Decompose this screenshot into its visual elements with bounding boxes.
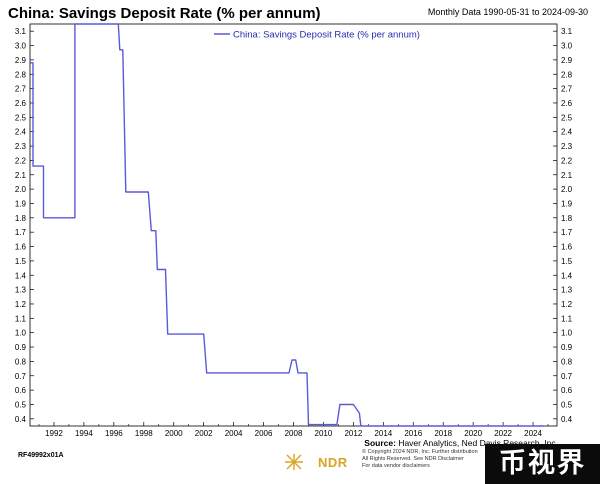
x-tick-label: 2014 (374, 429, 392, 438)
copyright-notice: © Copyright 2024 NDR, Inc. Further distr… (362, 449, 492, 470)
y-tick-label: 0.9 (15, 343, 27, 352)
y-tick-label: 1.1 (15, 314, 27, 323)
ndr-logo-icon (285, 454, 303, 470)
y-tick-label: 1.0 (561, 329, 573, 338)
y-tick-label: 1.4 (561, 271, 573, 280)
y-tick-label: 2.2 (561, 156, 573, 165)
x-tick-label: 1998 (135, 429, 153, 438)
y-tick-label: 1.7 (15, 228, 27, 237)
x-tick-label: 2024 (524, 429, 542, 438)
y-tick-label: 1.3 (561, 286, 573, 295)
y-tick-label: 1.6 (561, 243, 573, 252)
x-tick-label: 2006 (255, 429, 273, 438)
chart-code: RF49992x01A (18, 452, 64, 459)
x-tick-label: 1994 (75, 429, 93, 438)
y-axis-left: 3.1 3.0 2.9 2.8 2.7 2.6 2.5 2.4 2.3 2.2 2.1 2.0 1.9 1… (15, 27, 34, 424)
y-tick-label: 2.7 (15, 85, 27, 94)
y-tick-label: 1.2 (561, 300, 573, 309)
y-tick-label: 3.0 (15, 42, 27, 51)
x-tick-label: 2012 (344, 429, 362, 438)
x-tick-label: 1996 (105, 429, 123, 438)
y-tick-label: 0.4 (561, 415, 573, 424)
date-range-label: Monthly Data 1990-05-31 to 2024-09-30 (427, 7, 588, 17)
y-tick-label: 1.8 (561, 214, 573, 223)
y-tick-label: 0.5 (561, 400, 573, 409)
plot-frame (29, 23, 558, 427)
copyright-line: For data vendor disclaimers (362, 463, 430, 469)
y-tick-label: 1.4 (15, 271, 27, 280)
x-tick-label: 2008 (285, 429, 303, 438)
y-tick-label: 2.7 (561, 85, 573, 94)
y-tick-label: 0.7 (15, 372, 27, 381)
source-label: Source: (364, 438, 396, 448)
x-tick-label: 1992 (45, 429, 63, 438)
y-tick-label: 0.6 (561, 386, 573, 395)
y-tick-label: 2.6 (561, 99, 573, 108)
y-tick-label: 2.9 (15, 56, 27, 65)
y-tick-label: 1.9 (561, 199, 573, 208)
y-tick-label: 2.8 (561, 70, 573, 79)
x-tick-label: 2002 (195, 429, 213, 438)
x-tick-label: 2010 (315, 429, 333, 438)
logo-text: NDR (318, 455, 348, 470)
y-tick-label: 3.0 (561, 42, 573, 51)
y-tick-label: 1.7 (561, 228, 573, 237)
y-tick-label: 1.5 (15, 257, 27, 266)
y-tick-label: 2.1 (15, 171, 27, 180)
x-tick-label: 2022 (494, 429, 512, 438)
y-tick-label: 2.5 (15, 113, 27, 122)
y-tick-label: 1.3 (15, 286, 27, 295)
series-line (30, 23, 545, 427)
y-tick-label: 2.8 (15, 70, 27, 79)
x-axis: 1992 1994 1996 1998 2000 2002 2004 2006 2008 2010… (38, 422, 549, 438)
y-tick-label: 0.7 (561, 372, 573, 381)
y-tick-label: 2.3 (561, 142, 573, 151)
y-tick-label: 0.4 (15, 415, 27, 424)
y-tick-label: 3.1 (561, 27, 573, 36)
y-tick-label: 2.4 (15, 128, 27, 137)
source-note: Source: Haver Analytics, Ned Davis Resea… (364, 438, 558, 448)
y-tick-label: 0.9 (561, 343, 573, 352)
y-tick-label: 1.1 (561, 314, 573, 323)
y-tick-label: 2.0 (15, 185, 27, 194)
x-tick-label: 2018 (434, 429, 452, 438)
legend-entry: China: Savings Deposit Rate (% per annum… (233, 30, 420, 41)
y-tick-label: 1.8 (15, 214, 27, 223)
y-tick-label: 0.5 (15, 400, 27, 409)
y-tick-label: 2.4 (561, 128, 573, 137)
chart-title: China: Savings Deposit Rate (% per annum… (8, 5, 321, 22)
x-tick-label: 2016 (404, 429, 422, 438)
watermark-badge: 币视界 (485, 444, 600, 484)
x-tick-label: 2000 (165, 429, 183, 438)
y-tick-label: 0.8 (561, 357, 573, 366)
y-tick-label: 1.0 (15, 329, 27, 338)
y-tick-label: 0.6 (15, 386, 27, 395)
y-tick-label: 1.6 (15, 243, 27, 252)
y-tick-label: 2.3 (15, 142, 27, 151)
y-tick-label: 2.1 (561, 171, 573, 180)
y-tick-label: 2.6 (15, 99, 27, 108)
y-tick-label: 2.2 (15, 156, 27, 165)
y-tick-label: 1.2 (15, 300, 27, 309)
y-tick-label: 2.0 (561, 185, 573, 194)
legend: China: Savings Deposit Rate (% per annum… (214, 30, 420, 41)
x-tick-label: 2004 (225, 429, 243, 438)
series-layer (30, 23, 545, 427)
x-tick-label: 2020 (464, 429, 482, 438)
y-tick-label: 3.1 (15, 27, 27, 36)
source-text: Haver Analytics, Ned Davis Research, Inc… (398, 438, 558, 448)
y-tick-label: 1.5 (561, 257, 573, 266)
copyright-line: All Rights Reserved. See NDR Disclaimer (362, 456, 464, 462)
copyright-line: © Copyright 2024 NDR, Inc. Further distr… (362, 449, 478, 455)
y-tick-label: 0.8 (15, 357, 27, 366)
y-tick-label: 1.9 (15, 199, 27, 208)
y-tick-label: 2.5 (561, 113, 573, 122)
y-axis-right: 3.1 3.0 2.9 2.8 2.7 2.6 2.5 2.4 2.3 2.2 2.1 2.0 1.9 1… (553, 27, 573, 424)
y-tick-label: 2.9 (561, 56, 573, 65)
